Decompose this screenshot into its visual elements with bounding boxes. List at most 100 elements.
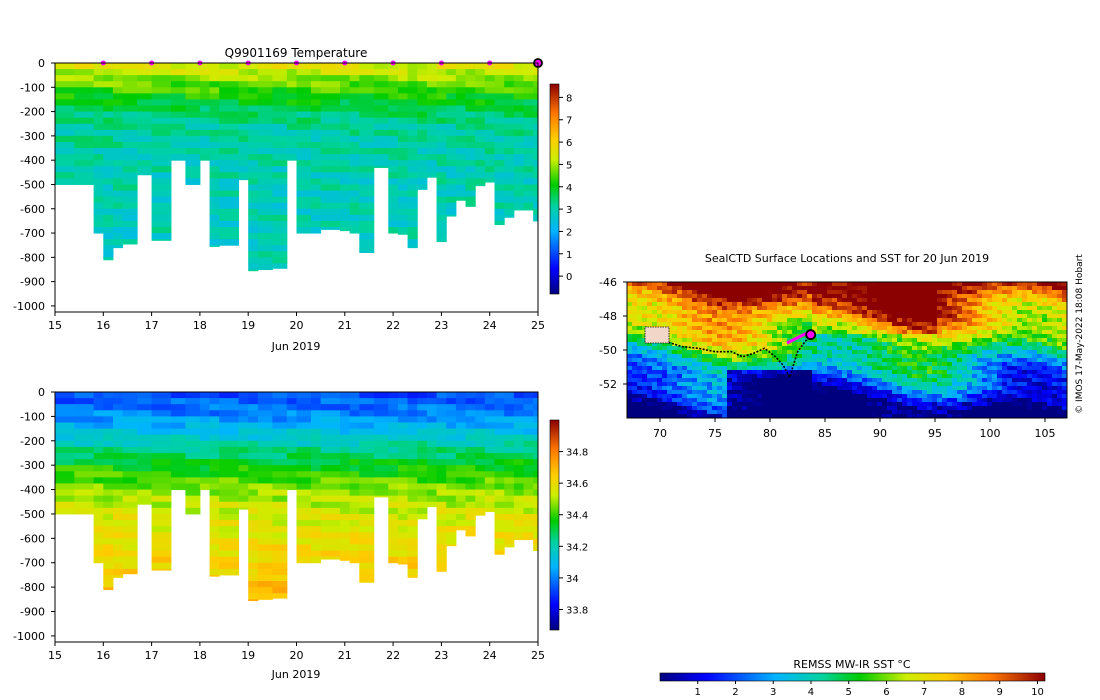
profile-cell	[417, 99, 428, 107]
profile-cell	[122, 483, 138, 491]
profile-cell	[112, 501, 124, 509]
profile-cell	[74, 63, 95, 70]
profile-cell	[103, 507, 114, 515]
profile-cell	[339, 129, 351, 137]
profile-cell	[320, 178, 341, 185]
profile-cell	[93, 416, 104, 423]
profile-cell	[533, 141, 539, 149]
profile-cell	[257, 459, 273, 466]
profile-cell	[359, 495, 375, 503]
profile-cell	[349, 190, 360, 198]
profile-cell	[436, 501, 447, 509]
profile-cell	[455, 446, 467, 454]
profile-cell	[272, 166, 288, 173]
profile-cell	[339, 495, 351, 503]
profile-cell	[257, 434, 273, 442]
profile-cell	[112, 550, 124, 558]
temperature-x-label: Jun 2019	[271, 340, 321, 353]
profile-cell	[475, 69, 486, 76]
profile-cell	[219, 81, 240, 88]
profile-cell	[219, 452, 240, 460]
profile-cell	[494, 117, 505, 125]
profile-cell	[199, 416, 211, 423]
profile-cell	[513, 434, 525, 442]
map-x-tick-label: 85	[818, 427, 832, 440]
profile-cell	[137, 422, 153, 430]
profile-cell	[151, 129, 172, 137]
profile-cell	[199, 410, 211, 417]
profile-cell	[475, 135, 486, 143]
profile-cell	[373, 452, 389, 460]
profile-cell	[122, 544, 138, 552]
profile-cell	[446, 87, 457, 94]
profile-cell	[436, 178, 447, 185]
profile-cell	[426, 129, 438, 137]
map-x-tick-label: 105	[1035, 427, 1056, 440]
profile-cell	[484, 148, 496, 155]
profile-cell	[296, 99, 312, 107]
profile-cell	[417, 483, 428, 491]
profile-cell	[349, 117, 360, 125]
profile-cell	[407, 99, 418, 107]
profile-cell	[533, 93, 539, 100]
profile-cell	[248, 166, 259, 173]
profile-cell	[407, 233, 418, 240]
profile-cell	[397, 501, 409, 509]
profile-cell	[248, 251, 259, 258]
profile-cell	[209, 538, 220, 545]
profile-cell	[310, 544, 322, 552]
y-tick-label: -400	[20, 484, 45, 497]
profile-cell	[112, 87, 124, 94]
profile-cell	[475, 178, 486, 185]
profile-cell	[55, 410, 75, 417]
profile-cell	[272, 440, 288, 448]
profile-cell	[248, 593, 259, 600]
map-y-tick-label: -46	[599, 276, 617, 289]
profile-cell	[417, 117, 428, 125]
y-tick-label: -500	[20, 178, 45, 191]
profile-cell	[359, 440, 375, 448]
profile-cell	[426, 446, 438, 454]
profile-cell	[339, 178, 351, 185]
profile-cell	[339, 489, 351, 497]
profile-cell	[436, 135, 447, 143]
profile-cell	[465, 81, 476, 88]
profile-cell	[185, 87, 201, 94]
profile-cell	[436, 202, 447, 210]
profile-cell	[219, 532, 240, 539]
profile-cell	[484, 63, 496, 70]
profile-cell	[426, 148, 438, 155]
profile-cell	[465, 154, 476, 161]
profile-cell	[359, 574, 375, 582]
profile-cell	[373, 465, 389, 472]
profile-cell	[93, 202, 104, 210]
profile-cell	[112, 184, 124, 192]
profile-cell	[388, 148, 399, 155]
profile-cell	[475, 446, 486, 454]
colorbar-tick-label: 2	[566, 227, 572, 238]
profile-cell	[436, 105, 447, 113]
profile-cell	[504, 495, 515, 503]
profile-cell	[475, 117, 486, 125]
profile-cell	[359, 226, 375, 234]
profile-cell	[103, 178, 114, 185]
x-tick-label: 15	[48, 649, 62, 662]
profile-cell	[170, 154, 186, 161]
profile-cell	[151, 501, 172, 509]
y-tick-label: -200	[20, 435, 45, 448]
profile-cell	[455, 148, 467, 155]
profile-cell	[93, 404, 104, 411]
profile-cell	[219, 196, 240, 204]
profile-cell	[455, 477, 467, 484]
profile-cell	[475, 105, 486, 113]
profile-cell	[339, 392, 351, 399]
profile-cell	[407, 123, 418, 131]
profile-cell	[504, 202, 515, 210]
profile-cell	[426, 135, 438, 143]
profile-cell	[310, 483, 322, 491]
profile-cell	[407, 465, 418, 472]
profile-cell	[103, 148, 114, 155]
profile-cell	[93, 123, 104, 131]
profile-cell	[74, 105, 95, 113]
temperature-y-axis: 0-100-200-300-400-500-600-700-800-900-10…	[13, 57, 55, 313]
